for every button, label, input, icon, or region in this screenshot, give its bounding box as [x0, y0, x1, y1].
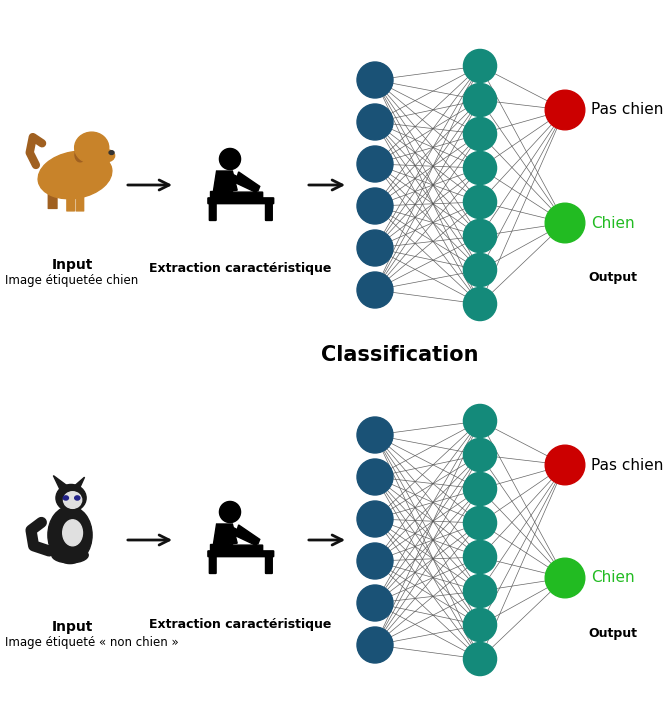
Polygon shape: [210, 544, 232, 552]
Text: Input: Input: [52, 620, 93, 634]
Circle shape: [545, 90, 585, 130]
Circle shape: [464, 540, 496, 574]
FancyBboxPatch shape: [266, 203, 272, 221]
Text: Image étiquetée chien: Image étiquetée chien: [5, 274, 138, 287]
Polygon shape: [54, 476, 68, 488]
Text: Extraction caractéristique: Extraction caractéristique: [149, 618, 331, 631]
FancyBboxPatch shape: [208, 198, 274, 204]
Circle shape: [464, 185, 496, 219]
Circle shape: [219, 501, 241, 523]
Circle shape: [464, 575, 496, 607]
Circle shape: [545, 558, 585, 598]
Ellipse shape: [63, 520, 82, 546]
Ellipse shape: [48, 506, 92, 564]
Polygon shape: [213, 171, 237, 193]
Circle shape: [464, 83, 496, 117]
Circle shape: [464, 439, 496, 471]
Circle shape: [464, 642, 496, 676]
Circle shape: [357, 188, 393, 224]
Circle shape: [464, 404, 496, 438]
Circle shape: [357, 627, 393, 663]
Text: Pas chien: Pas chien: [591, 458, 664, 473]
FancyBboxPatch shape: [208, 551, 274, 557]
FancyBboxPatch shape: [266, 555, 272, 573]
Circle shape: [357, 104, 393, 140]
Polygon shape: [231, 526, 256, 545]
Ellipse shape: [64, 492, 82, 508]
Text: Image étiqueté « non chien »: Image étiqueté « non chien »: [5, 636, 179, 649]
Ellipse shape: [75, 141, 90, 162]
Circle shape: [357, 543, 393, 579]
Polygon shape: [210, 191, 232, 199]
Polygon shape: [213, 524, 237, 545]
Ellipse shape: [38, 151, 112, 199]
Circle shape: [464, 506, 496, 540]
Circle shape: [464, 473, 496, 506]
Circle shape: [545, 445, 585, 485]
Text: Chien: Chien: [591, 570, 635, 585]
Ellipse shape: [75, 496, 80, 500]
FancyBboxPatch shape: [230, 545, 263, 551]
Circle shape: [357, 146, 393, 182]
Text: Output: Output: [588, 627, 637, 639]
Circle shape: [357, 585, 393, 621]
Circle shape: [545, 203, 585, 243]
Circle shape: [357, 417, 393, 453]
FancyBboxPatch shape: [209, 555, 216, 573]
Ellipse shape: [64, 496, 68, 500]
Circle shape: [357, 459, 393, 495]
Text: Extraction caractéristique: Extraction caractéristique: [149, 262, 331, 275]
Text: Input: Input: [52, 258, 93, 272]
Circle shape: [464, 288, 496, 320]
Circle shape: [357, 501, 393, 537]
FancyBboxPatch shape: [230, 192, 263, 198]
Polygon shape: [237, 172, 260, 191]
Circle shape: [464, 253, 496, 286]
Circle shape: [464, 152, 496, 184]
Ellipse shape: [56, 484, 86, 511]
Text: Pas chien: Pas chien: [591, 103, 664, 117]
Circle shape: [357, 230, 393, 266]
Polygon shape: [73, 477, 84, 488]
FancyBboxPatch shape: [67, 185, 74, 211]
Circle shape: [357, 62, 393, 98]
Text: Chien: Chien: [591, 216, 635, 231]
Ellipse shape: [75, 132, 109, 163]
FancyBboxPatch shape: [209, 203, 216, 221]
Ellipse shape: [109, 151, 114, 155]
Circle shape: [219, 148, 241, 169]
Circle shape: [464, 49, 496, 83]
FancyBboxPatch shape: [48, 184, 57, 209]
Ellipse shape: [97, 150, 114, 162]
Circle shape: [464, 609, 496, 642]
Text: Classification: Classification: [321, 345, 479, 365]
Text: Output: Output: [588, 271, 637, 285]
Circle shape: [357, 272, 393, 308]
Circle shape: [464, 117, 496, 150]
Ellipse shape: [52, 548, 88, 563]
Polygon shape: [231, 174, 256, 193]
Polygon shape: [237, 525, 260, 544]
Circle shape: [464, 219, 496, 253]
FancyBboxPatch shape: [76, 185, 84, 211]
